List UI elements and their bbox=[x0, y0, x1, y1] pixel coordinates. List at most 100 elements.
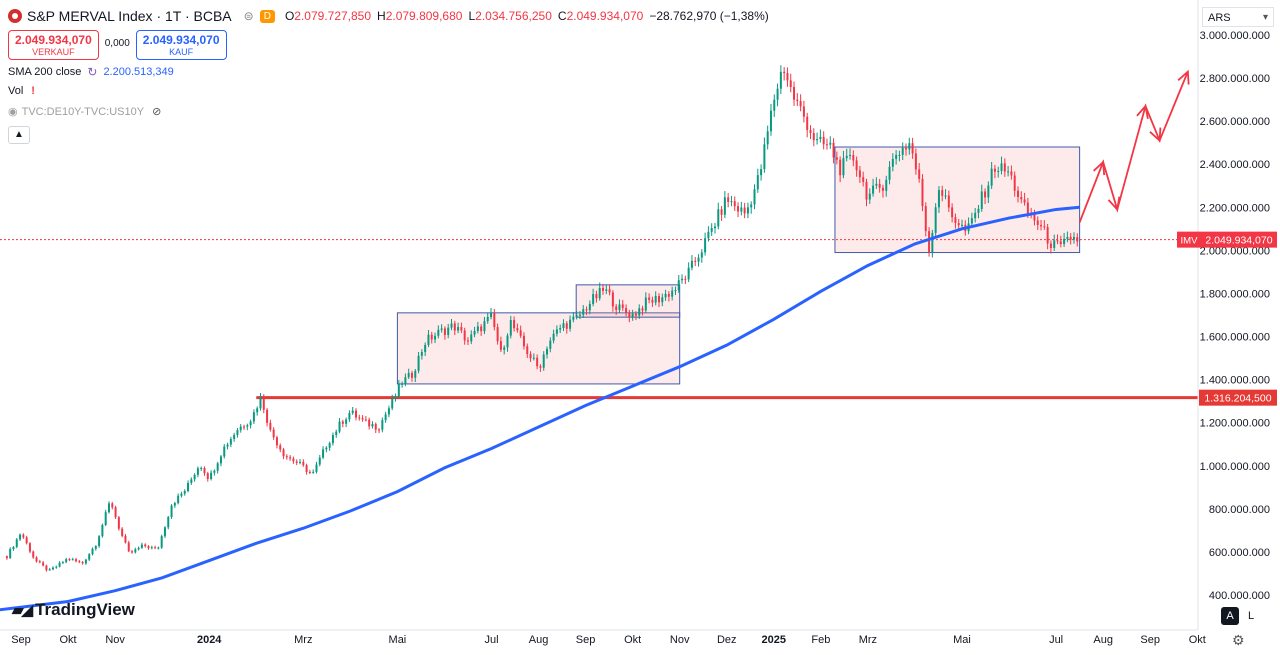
candle-body bbox=[1023, 199, 1026, 203]
collapse-legend-button[interactable]: ▲ bbox=[8, 126, 30, 144]
candle-body bbox=[447, 327, 450, 335]
candle-body bbox=[167, 517, 170, 528]
auto-scale-button[interactable]: A bbox=[1221, 607, 1239, 625]
candle-body bbox=[740, 207, 743, 212]
candle-body bbox=[45, 565, 48, 571]
buy-button[interactable]: 2.049.934,070 KAUF bbox=[135, 30, 227, 60]
candle-body bbox=[121, 528, 124, 536]
candle-body bbox=[345, 419, 348, 424]
projection-arrowhead bbox=[1107, 196, 1121, 212]
candle-body bbox=[424, 344, 427, 352]
candle-body bbox=[707, 231, 710, 239]
x-tick-label: Dez bbox=[717, 634, 737, 646]
candle-body bbox=[503, 347, 506, 350]
candle-body bbox=[980, 191, 983, 209]
candle-body bbox=[381, 420, 384, 430]
candle-body bbox=[453, 323, 456, 331]
candle-body bbox=[654, 295, 657, 303]
projection-arrowhead bbox=[1136, 104, 1149, 120]
range-box[interactable] bbox=[834, 146, 1081, 254]
candle-body bbox=[628, 312, 631, 318]
candle-body bbox=[585, 309, 588, 311]
candle-body bbox=[914, 153, 917, 170]
candle-body bbox=[348, 413, 351, 420]
hidden-eye-icon[interactable]: ⊘ bbox=[152, 106, 162, 118]
candle-body bbox=[565, 323, 568, 329]
candle-body bbox=[865, 181, 868, 200]
candle-body bbox=[825, 144, 828, 146]
candle-body bbox=[730, 201, 733, 203]
candle-body bbox=[213, 470, 216, 473]
candle-body bbox=[486, 316, 489, 322]
candle-body bbox=[779, 71, 782, 89]
currency-selector[interactable]: ARS bbox=[1202, 7, 1274, 28]
candle-body bbox=[22, 534, 25, 538]
x-tick-label: Aug bbox=[1093, 634, 1113, 646]
candle-body bbox=[262, 396, 265, 410]
candle-body bbox=[881, 187, 884, 191]
candle-body bbox=[618, 304, 621, 311]
candle-body bbox=[549, 340, 552, 349]
sma-value: 2.200.513,349 bbox=[103, 66, 174, 78]
candle-body bbox=[839, 159, 842, 176]
candle-body bbox=[667, 293, 670, 297]
range-box[interactable] bbox=[575, 284, 681, 318]
candle-body bbox=[750, 204, 753, 208]
warning-icon[interactable]: ! bbox=[31, 85, 35, 97]
chart-header: S&P MERVAL Index · 1T · BCBA ⊜ D O2.079.… bbox=[8, 8, 775, 24]
candle-body bbox=[720, 209, 723, 215]
candle-body bbox=[506, 335, 509, 348]
candle-body bbox=[19, 534, 22, 540]
candle-body bbox=[934, 207, 937, 233]
symbol-title[interactable]: S&P MERVAL Index · 1T · BCBA bbox=[27, 8, 232, 24]
sell-button[interactable]: 2.049.934,070 VERKAUF bbox=[8, 30, 99, 60]
candle-body bbox=[849, 154, 852, 156]
candle-body bbox=[608, 289, 611, 293]
candle-body bbox=[180, 493, 183, 496]
candle-body bbox=[661, 297, 664, 303]
sma-legend[interactable]: SMA 200 close ↻ 2.200.513,349 bbox=[8, 65, 174, 79]
y-tick-label: 1.800.000.000 bbox=[1200, 288, 1270, 300]
candle-body bbox=[266, 409, 269, 423]
projection-arrowhead bbox=[1177, 69, 1190, 85]
range-box[interactable] bbox=[396, 312, 681, 385]
sma-200-line[interactable] bbox=[0, 205, 1080, 612]
candle-body bbox=[259, 396, 262, 409]
candle-body bbox=[970, 218, 973, 224]
candle-body bbox=[1076, 237, 1079, 242]
candle-body bbox=[5, 556, 8, 559]
price-tags: 1.316.204,500 IMV 2.049.934,070 bbox=[1177, 231, 1277, 406]
candle-body bbox=[401, 383, 404, 385]
visibility-icon[interactable]: ⊜ bbox=[243, 9, 254, 23]
candle-body bbox=[1043, 226, 1046, 228]
compare-legend[interactable]: ◉ TVC:DE10Y-TVC:US10Y ⊘ bbox=[8, 105, 162, 119]
candle-body bbox=[852, 154, 855, 161]
projection-arrow bbox=[1078, 69, 1190, 223]
candle-body bbox=[1072, 237, 1075, 240]
candle-body bbox=[210, 472, 213, 479]
buy-price: 2.049.934,070 bbox=[142, 33, 220, 47]
candle-body bbox=[51, 567, 54, 570]
timeframe-badge: D bbox=[259, 9, 275, 23]
candle-body bbox=[858, 170, 861, 178]
projection-path[interactable] bbox=[1078, 71, 1189, 223]
candle-body bbox=[28, 543, 31, 552]
candle-body bbox=[595, 294, 598, 299]
candle-body bbox=[1046, 227, 1049, 244]
settings-gear-icon[interactable]: ⚙ bbox=[1232, 632, 1245, 648]
candle-body bbox=[104, 512, 107, 526]
loading-icon: ↻ bbox=[87, 65, 98, 79]
projection-arrowhead bbox=[1093, 160, 1106, 176]
candle-body bbox=[417, 355, 420, 371]
candle-body bbox=[947, 195, 950, 208]
merval-logo-icon bbox=[8, 9, 22, 23]
candle-body bbox=[226, 444, 229, 447]
candle-body bbox=[437, 329, 440, 336]
candle-body bbox=[252, 412, 255, 422]
volume-legend[interactable]: Vol ! bbox=[8, 85, 35, 97]
candle-body bbox=[582, 309, 585, 315]
candle-body bbox=[611, 292, 614, 307]
log-scale-button[interactable]: L bbox=[1247, 610, 1255, 622]
candle-body bbox=[592, 294, 595, 304]
